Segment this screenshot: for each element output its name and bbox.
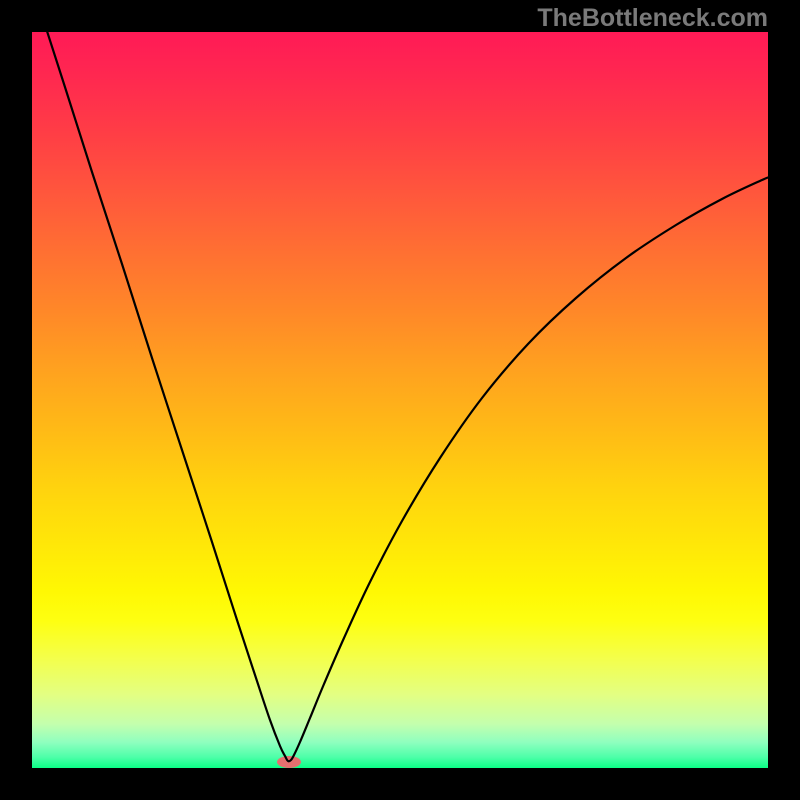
plot-background (32, 32, 768, 768)
plot-area (32, 28, 770, 768)
watermark-text: TheBottleneck.com (537, 4, 768, 33)
bottleneck-chart (0, 0, 800, 800)
